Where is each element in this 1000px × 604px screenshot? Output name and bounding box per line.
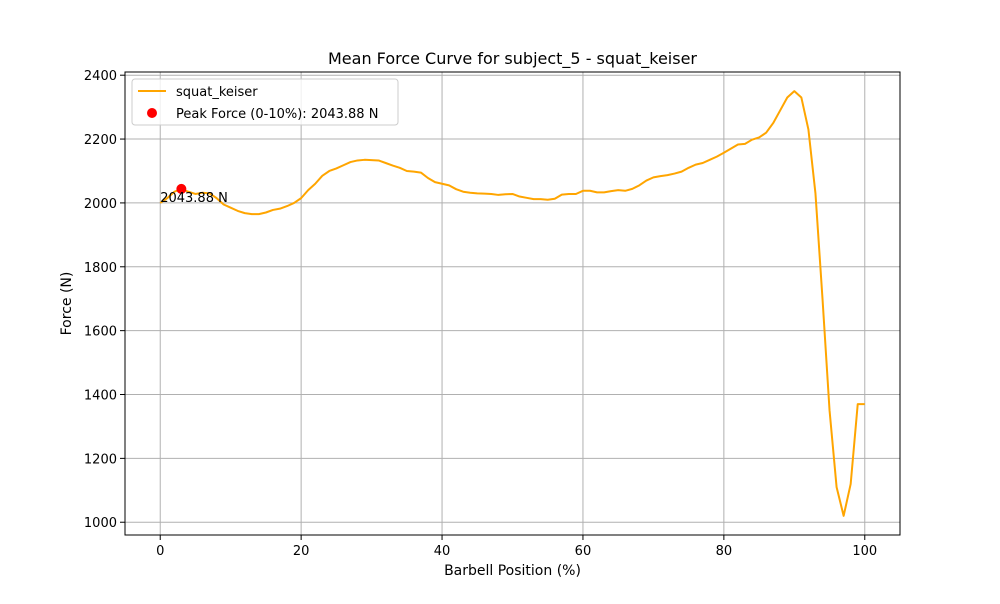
legend-label-squat-keiser: squat_keiser <box>176 85 258 100</box>
x-tick-label: 20 <box>293 544 310 559</box>
x-tick-label: 40 <box>434 544 451 559</box>
y-tick-label: 2400 <box>84 69 117 84</box>
ticks: 0 20 40 60 80 100 1000 1200 1400 1600 1800 2000 2200… <box>84 69 877 559</box>
y-tick-label: 1400 <box>84 389 117 404</box>
plot-frame <box>124 71 901 536</box>
legend: squat_keiser Peak Force (0-10%): 2043.88… <box>131 78 399 126</box>
series-layer <box>159 90 865 517</box>
y-tick-label: 1800 <box>84 261 117 276</box>
chart-title: Mean Force Curve for subject_5 - squat_k… <box>328 49 697 69</box>
x-axis-label: Barbell Position (%) <box>444 563 581 579</box>
x-tick-label: 80 <box>716 544 733 559</box>
legend-box <box>131 78 399 126</box>
x-tick-label: 60 <box>575 544 592 559</box>
y-tick-label: 1200 <box>84 452 117 467</box>
grid <box>125 72 900 535</box>
annotations: 2043.88 N <box>160 191 228 206</box>
y-tick-label: 2200 <box>84 133 117 148</box>
y-tick-label: 2000 <box>84 197 117 212</box>
y-axis-label: Force (N) <box>59 272 75 336</box>
y-tick-label: 1000 <box>84 516 117 531</box>
legend-dot-swatch <box>147 108 157 118</box>
y-tick-label: 1600 <box>84 325 117 340</box>
legend-label-peak-force: Peak Force (0-10%): 2043.88 N <box>176 107 378 122</box>
series-line-squat-keiser <box>159 90 865 517</box>
x-tick-label: 100 <box>852 544 877 559</box>
peak-force-annotation: 2043.88 N <box>160 191 228 206</box>
x-tick-label: 0 <box>156 544 164 559</box>
peak-force-point <box>176 183 187 194</box>
